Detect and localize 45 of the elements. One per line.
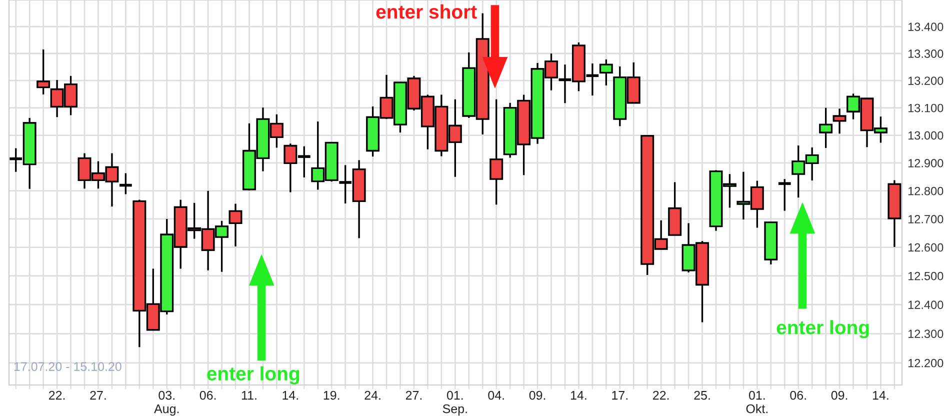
y-tick-label: 13.400 <box>908 22 944 32</box>
candlestick <box>228 202 242 248</box>
x-tick-label: 09. <box>831 390 848 400</box>
y-tick-label: 12.400 <box>908 300 944 310</box>
x-tick-label: 09. <box>529 390 546 400</box>
candlestick <box>819 106 833 149</box>
x-tick-label: 11. <box>242 391 256 400</box>
x-tick-label: 22. <box>48 390 65 400</box>
x-tick-label: 24. <box>364 390 380 400</box>
candlestick <box>36 48 50 96</box>
y-tick-label: 13.100 <box>908 104 944 112</box>
y-tick-label: 12.600 <box>908 243 944 252</box>
x-tick-label: 01. Okt. <box>746 390 768 414</box>
x-tick-label: 03. Aug. <box>154 390 179 416</box>
x-tick-label: 04. <box>488 390 504 400</box>
x-tick-label: 27. <box>90 390 106 400</box>
x-tick-label: 22. <box>653 390 669 400</box>
x-tick-label: 19. <box>324 390 340 400</box>
x-tick-label: 25. <box>694 390 710 400</box>
candlestick <box>118 172 134 196</box>
candlestick <box>490 98 504 206</box>
x-tick-label: 17. <box>612 391 628 400</box>
y-tick-label: 12.300 <box>908 330 944 338</box>
y-tick-label: 13.000 <box>908 131 944 140</box>
y-tick-label: 12.700 <box>908 214 944 224</box>
candlestick <box>832 108 846 134</box>
x-tick-label: 06. <box>790 390 806 400</box>
y-tick-label: 12.800 <box>908 186 944 196</box>
annotation: enter long <box>207 366 300 384</box>
y-tick-label: 13.200 <box>908 76 944 85</box>
y-tick-label: 12.500 <box>908 272 944 280</box>
y-tick-label: 12.900 <box>908 158 944 168</box>
candlestick <box>777 178 792 212</box>
x-tick-label: 14. <box>570 391 586 400</box>
x-tick-label: 01. Sep. <box>442 390 467 416</box>
x-tick-label: 27. <box>406 390 422 400</box>
annotation: 17.07.20 - 15.10.20 <box>14 362 122 371</box>
y-tick-label: 12.200 <box>908 358 944 368</box>
y-tick-label: 13.300 <box>908 50 944 58</box>
x-tick-label: 06. <box>200 390 216 400</box>
x-tick-label: 14. <box>872 391 888 400</box>
candlestick <box>599 58 613 86</box>
annotation: enter long <box>776 320 869 338</box>
x-tick-label: 14. <box>282 391 298 400</box>
annotation: enter short <box>376 4 477 19</box>
